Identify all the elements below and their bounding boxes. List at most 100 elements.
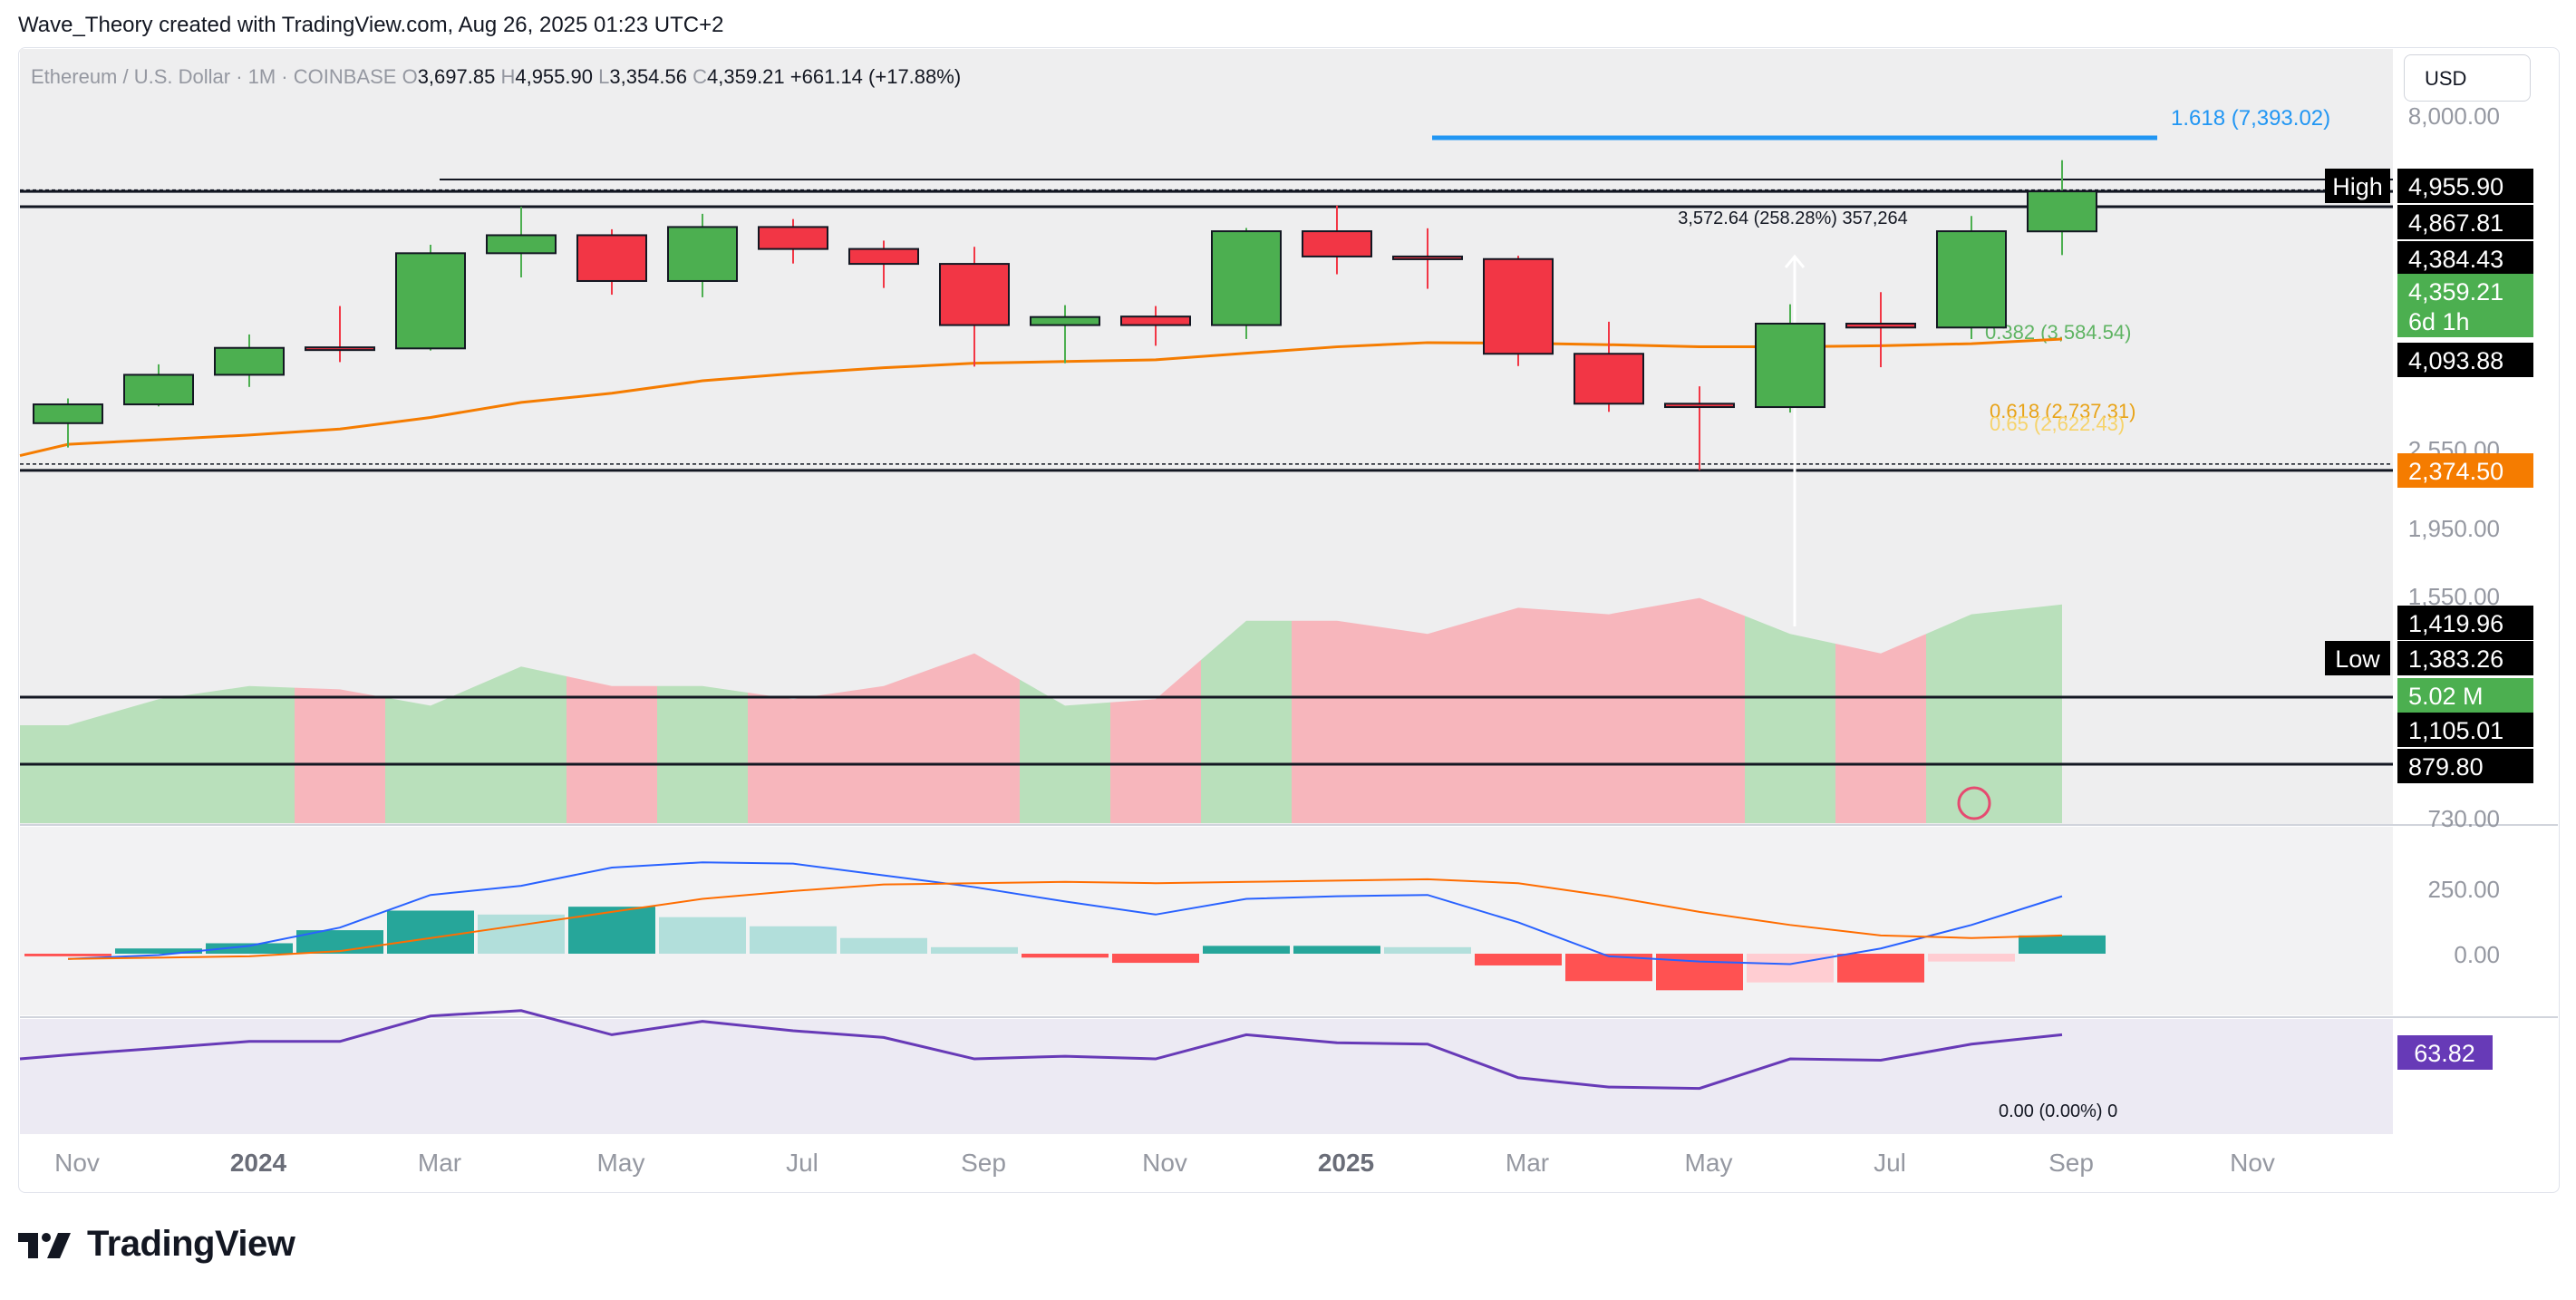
price-tag-value: 4,359.21 (2408, 278, 2503, 306)
price-tag-value: 4,384.43 (2408, 246, 2503, 273)
rsi-tag-value: 63.82 (2414, 1040, 2475, 1067)
macd-axis-label: 250.00 (2427, 876, 2500, 903)
moving-average-line (19, 337, 2063, 458)
candle-body (1120, 315, 1191, 326)
macd-histogram-bar (387, 910, 474, 954)
macd-histogram-bar (1837, 954, 1924, 983)
price-tag-prefix-bg (2325, 169, 2390, 203)
tradingview-logo[interactable]: TradingView (18, 1224, 295, 1265)
volume-area-segment (1201, 620, 1292, 823)
volume-area-segment (748, 693, 838, 823)
fib-0618-label: 0.618 (2,737.31) (1990, 400, 2135, 422)
price-tag-value: 4,867.81 (2408, 209, 2503, 237)
rsi-pane-bg (20, 1019, 2393, 1134)
time-axis-label: Sep (2048, 1149, 2094, 1177)
price-tag-value: 1,383.26 (2408, 645, 2503, 673)
time-axis-label: Nov (2230, 1149, 2275, 1177)
price-tag-prefix-bg (2325, 641, 2390, 675)
price-tag-bg (2397, 453, 2533, 488)
volume-area-segment (204, 685, 295, 823)
volume-area-segment (1292, 620, 1382, 823)
high-label: H (500, 65, 516, 88)
measure-arrow-head (1784, 254, 1806, 268)
volume-area-segment (2017, 604, 2062, 823)
change-value: +661.14 (+17.88%) (789, 65, 962, 88)
macd-histogram-bar (1384, 946, 1471, 954)
chart-header: Wave_Theory created with TradingView.com… (18, 13, 724, 37)
price-tag-value: 2,374.50 (2408, 458, 2503, 485)
price-tag-value: 879.80 (2408, 753, 2484, 781)
volume-area-segment (1745, 616, 1835, 823)
candle-body (1392, 255, 1463, 260)
macd-histogram-bar (750, 926, 837, 954)
volume-area-segment (929, 653, 1020, 823)
fib-065-label: 0.65 (2,622.43) (1990, 412, 2125, 435)
open-value: 3,697.85 (417, 65, 496, 88)
price-axis-label: 8,000.00 (2408, 102, 2500, 130)
price-tag-bg (2397, 274, 2533, 337)
candle-body (486, 234, 557, 255)
close-label: C (692, 65, 708, 88)
low-label: L (598, 65, 610, 88)
price-tag-bg (2397, 241, 2533, 276)
candle-body (758, 226, 828, 250)
price-tag-value: 5.02 M (2408, 683, 2484, 710)
candle-body (123, 374, 194, 406)
macd-histogram-bar (840, 937, 927, 954)
volume-area-segment (20, 712, 113, 823)
price-tag-value: 4,093.88 (2408, 347, 2503, 374)
rsi-tag-bg (2397, 1035, 2493, 1070)
time-axis-label: Mar (1506, 1149, 1549, 1177)
time-axis-label: Jul (786, 1149, 818, 1177)
macd-histogram-bar (115, 948, 202, 954)
volume-area-segment (657, 685, 748, 823)
tradingview-logo-icon (18, 1232, 71, 1258)
candle-body (1936, 230, 2007, 329)
macd-histogram-bar (1928, 954, 2015, 962)
candle-body (33, 403, 103, 424)
macd-histogram-bar (659, 917, 746, 954)
candle-body (214, 346, 285, 376)
time-axis-label: Nov (1142, 1149, 1187, 1177)
price-tag-bg (2397, 678, 2533, 713)
time-axis-label: Mar (418, 1149, 461, 1177)
price-tag-bg (2397, 641, 2533, 675)
symbol-legend: Ethereum / U.S. Dollar · 1M · COINBASE O… (31, 65, 961, 89)
volume-area-segment (567, 676, 657, 823)
macd-histogram-bar (1293, 946, 1380, 954)
macd-histogram-bar (1022, 954, 1109, 958)
macd-histogram-bar (1203, 946, 1290, 954)
volume-area-segment (1926, 609, 2017, 823)
macd-axis-label: 0.00 (2454, 941, 2500, 968)
candle-body (1845, 323, 1916, 329)
currency-button[interactable]: USD (2404, 54, 2531, 102)
time-axis-label: Jul (1874, 1149, 1906, 1177)
indicator-icon (1957, 786, 1991, 820)
price-tag-bg (2397, 713, 2533, 747)
macd-signal-line (67, 878, 2063, 960)
volume-area-segment (1020, 679, 1110, 823)
candle-body (1211, 230, 1282, 326)
candle-body (1664, 403, 1735, 409)
volume-area-segment (1473, 607, 1564, 823)
volume-area-segment (1835, 634, 1926, 823)
candle-body (848, 247, 919, 266)
time-axis-label: Nov (54, 1149, 100, 1177)
macd-histogram-bar (1475, 954, 1562, 965)
rsi-extra-label: 0.00 (0.00%) 0 (1999, 1101, 2117, 1121)
brand-name: TradingView (87, 1224, 295, 1264)
measure-label: 3,572.64 (258.28%) 357,264 (1678, 209, 1908, 228)
macd-histogram-bar (206, 943, 293, 954)
close-value: 4,359.21 (707, 65, 785, 88)
macd-histogram-bar (24, 954, 111, 956)
price-axis-label: 730.00 (2427, 805, 2500, 832)
candle-body (576, 234, 647, 282)
price-axis-label: 1,950.00 (2408, 515, 2500, 542)
price-tag-bg (2397, 606, 2533, 640)
price-tag-prefix: High (2332, 173, 2383, 200)
volume-area-segment (385, 685, 476, 823)
candle-body (1574, 353, 1644, 405)
time-axis-label: 2025 (1318, 1149, 1374, 1177)
high-value: 4,955.90 (515, 65, 593, 88)
